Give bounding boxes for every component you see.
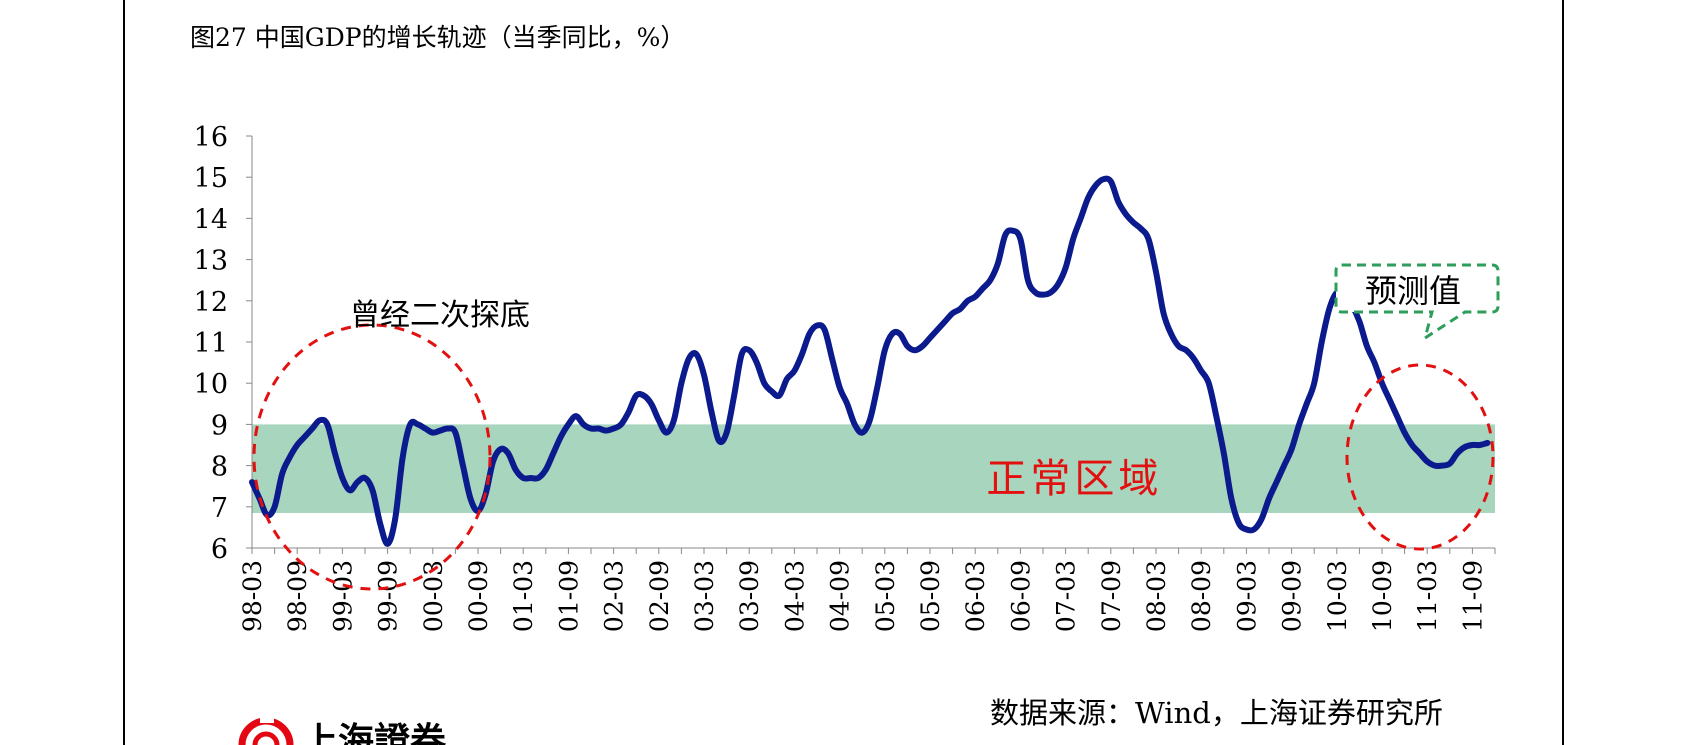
x-tick-label: 07-03 <box>1052 560 1081 632</box>
x-tick-label: 07-09 <box>1097 560 1126 632</box>
x-tick-label: 02-03 <box>600 560 629 632</box>
x-tick-label: 03-09 <box>735 560 764 632</box>
logo-mark: 上海證券 <box>238 715 447 745</box>
y-tick-label: 9 <box>211 410 228 441</box>
series-line-layer <box>249 175 1491 547</box>
axis-layer: 6 7 8 9 10 11 12 13 14 15 16 98-03 98-09 99-03 99-09 00… <box>194 122 1496 632</box>
x-tick-label: 00-03 <box>419 560 448 632</box>
double-dip-circle <box>252 323 492 591</box>
x-tick-label: 04-09 <box>826 560 855 632</box>
x-tick-label: 11-03 <box>1413 560 1442 632</box>
gdp-growth-line <box>249 175 1491 547</box>
x-tick-label: 05-09 <box>916 560 945 632</box>
forecast-circle <box>1345 363 1495 551</box>
x-tick-label: 06-03 <box>961 560 990 632</box>
x-tick-label: 99-09 <box>374 560 403 632</box>
y-tick-label: 12 <box>194 287 228 318</box>
svg-text:上海證券: 上海證券 <box>302 720 447 745</box>
annotation-layer: 正常区域 曾经二次探底 预测值 <box>252 263 1500 591</box>
x-tick-label: 98-03 <box>238 560 267 632</box>
y-tick-label: 13 <box>194 246 228 277</box>
chart-title: 图27 中国GDP的增长轨迹（当季同比，%） <box>190 23 686 52</box>
x-tick-label: 08-09 <box>1187 560 1216 632</box>
y-tick-label: 6 <box>211 534 228 565</box>
normal-band <box>252 424 1495 513</box>
x-tick-label: 03-03 <box>690 560 719 632</box>
normal-band-label: 正常区域 <box>986 456 1162 502</box>
x-tick-label: 09-09 <box>1278 560 1307 632</box>
x-tick-label: 01-03 <box>509 560 538 632</box>
x-tick-label: 02-09 <box>645 560 674 632</box>
x-tick-label: 10-03 <box>1323 560 1352 632</box>
data-source-note: 数据来源：Wind，上海证券研究所 <box>990 696 1443 730</box>
x-tick-label: 10-09 <box>1368 560 1397 632</box>
double-dip-label: 曾经二次探底 <box>350 298 530 333</box>
forecast-label: 预测值 <box>1365 272 1461 310</box>
x-tick-label: 04-03 <box>780 560 809 632</box>
x-tick-label: 05-03 <box>871 560 900 632</box>
x-tick-label: 00-09 <box>464 560 493 632</box>
y-tick-label: 15 <box>194 163 228 194</box>
normal-band-layer <box>252 424 1495 513</box>
forecast-callout-box <box>1334 263 1500 342</box>
y-tick-label: 7 <box>211 493 228 524</box>
y-tick-label: 10 <box>194 369 228 400</box>
y-tick-label: 14 <box>194 204 228 235</box>
shanghai-securities-logo: 上海證券 <box>238 705 538 745</box>
y-tick-label: 16 <box>194 122 228 153</box>
x-tick-label: 99-03 <box>328 560 357 632</box>
x-tick-label: 11-09 <box>1458 560 1487 632</box>
y-tick-label: 11 <box>194 328 228 359</box>
x-tick-label: 09-03 <box>1232 560 1261 632</box>
x-tick-label: 98-09 <box>283 560 312 632</box>
x-tick-label: 08-03 <box>1142 560 1171 632</box>
x-tick-label: 06-09 <box>1006 560 1035 632</box>
frame-left-border <box>123 0 125 745</box>
frame-right-border <box>1562 0 1564 745</box>
y-tick-label: 8 <box>211 452 228 483</box>
x-tick-label: 01-09 <box>554 560 583 632</box>
